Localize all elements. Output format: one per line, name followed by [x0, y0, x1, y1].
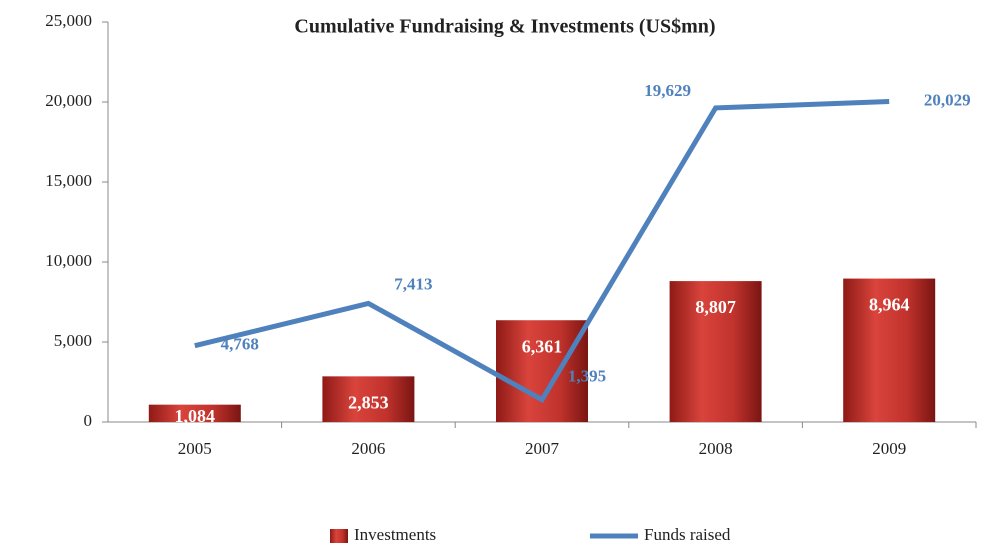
chart-title: Cumulative Fundraising & Investments (US…: [294, 16, 715, 38]
legend-label: Investments: [354, 525, 436, 544]
line-value-label: 7,413: [394, 274, 432, 293]
bar-value-label: 2,853: [348, 392, 389, 412]
y-tick-label: 25,000: [45, 11, 92, 30]
y-tick-label: 10,000: [45, 251, 92, 270]
bar: [496, 320, 588, 422]
bar-value-label: 6,361: [522, 336, 563, 356]
bar-value-label: 8,807: [695, 297, 736, 317]
y-tick-label: 0: [84, 411, 93, 430]
x-tick-label: 2006: [351, 439, 385, 458]
x-tick-label: 2007: [525, 439, 560, 458]
x-tick-label: 2005: [178, 439, 212, 458]
y-tick-label: 20,000: [45, 91, 92, 110]
line-value-label: 4,768: [221, 335, 259, 354]
bar-value-label: 8,964: [869, 295, 910, 315]
line-value-label: 19,629: [644, 81, 691, 100]
bar: [322, 376, 415, 422]
line-value-label: 20,029: [924, 90, 971, 109]
legend-swatch: [330, 529, 348, 543]
y-tick-label: 15,000: [45, 171, 92, 190]
line: [194, 99, 890, 404]
bar: [148, 404, 241, 422]
bar: [669, 281, 762, 422]
bar: [843, 278, 936, 422]
line-value-label: 1,395: [568, 367, 606, 386]
x-tick-label: 2008: [699, 439, 733, 458]
bar-value-label: 1,084: [175, 406, 216, 426]
legend-label: Funds raised: [644, 525, 731, 544]
x-tick-label: 2009: [872, 439, 906, 458]
y-tick-label: 5,000: [54, 331, 92, 350]
